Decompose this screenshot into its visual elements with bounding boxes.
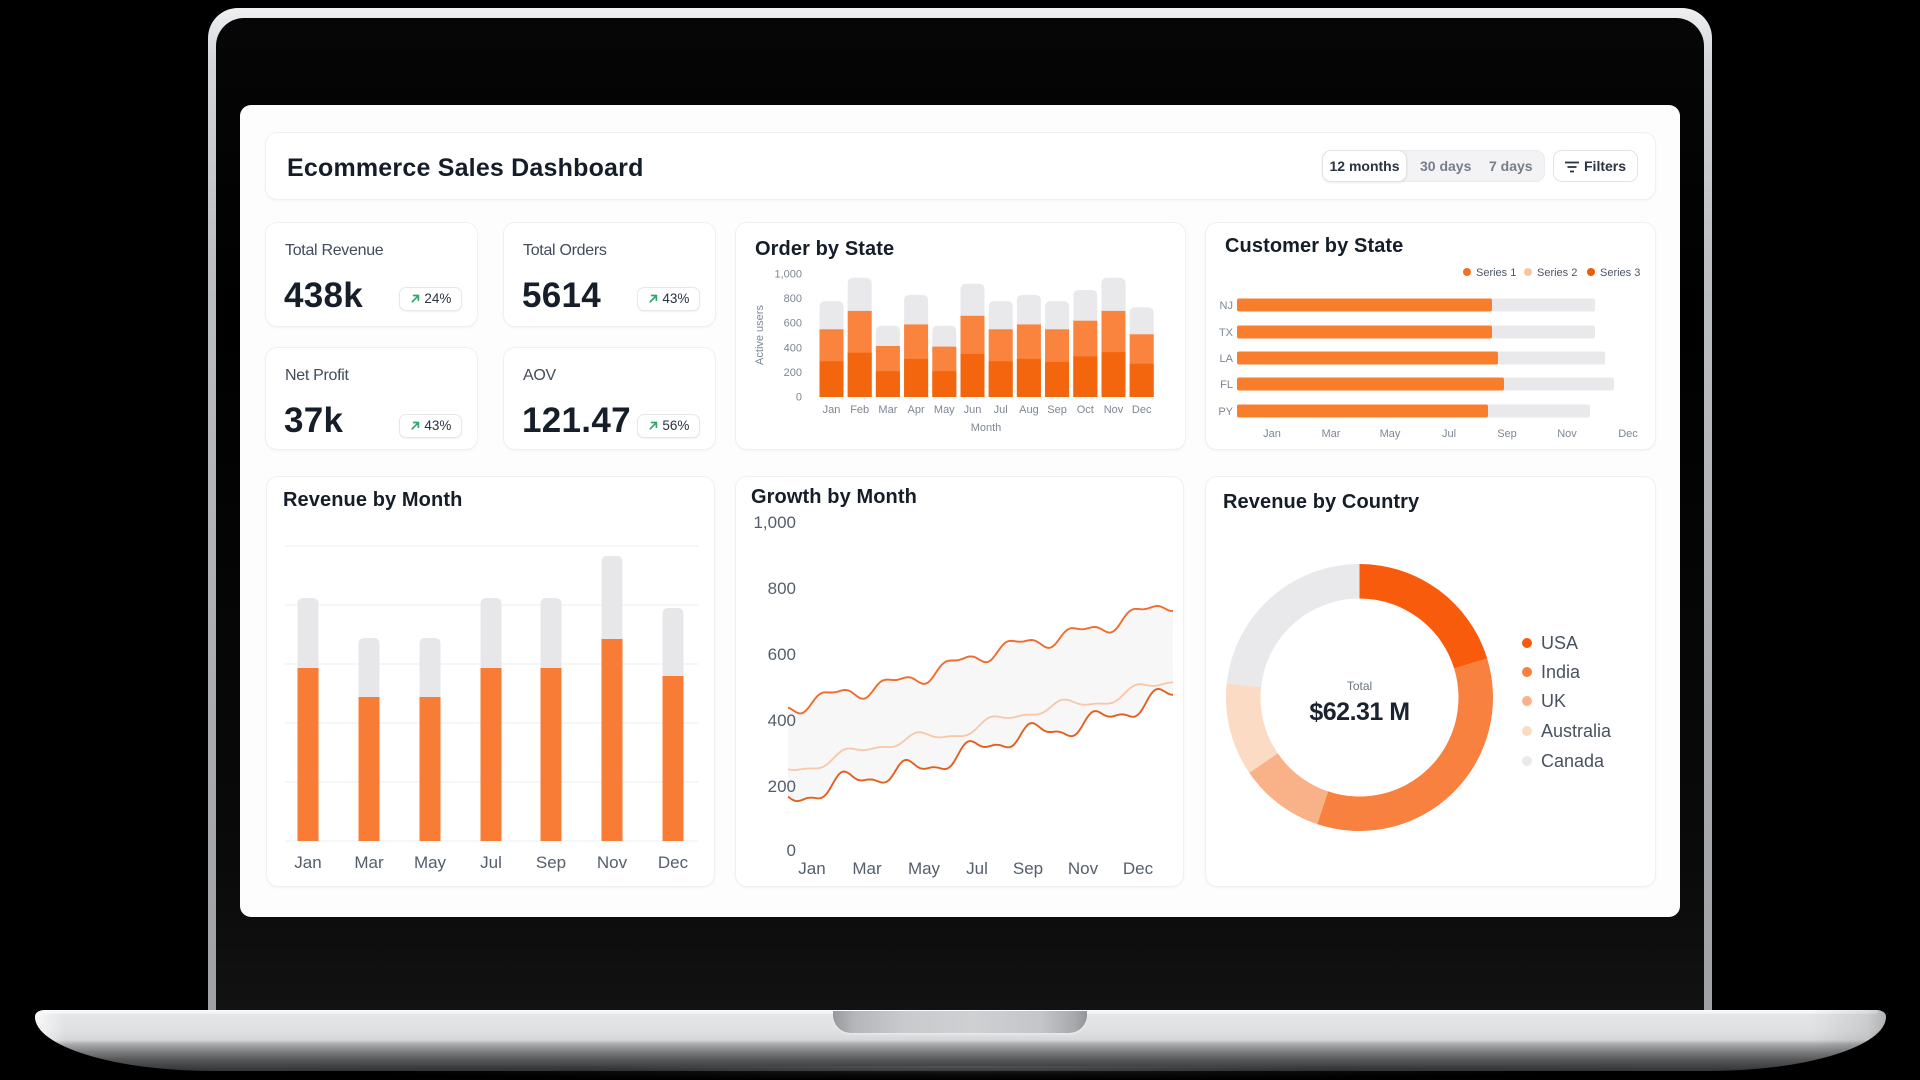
svg-text:Jul: Jul [480, 853, 502, 872]
svg-text:Jan: Jan [798, 859, 825, 878]
svg-text:200: 200 [784, 367, 802, 379]
svg-text:0: 0 [787, 841, 796, 860]
svg-text:Apr: Apr [908, 404, 925, 416]
svg-text:Oct: Oct [1077, 404, 1094, 416]
svg-text:1,000: 1,000 [774, 269, 802, 281]
svg-text:1,000: 1,000 [753, 513, 796, 532]
svg-text:Active users: Active users [754, 305, 766, 365]
svg-text:600: 600 [768, 645, 796, 664]
svg-text:Sep: Sep [1497, 428, 1517, 440]
svg-text:Nov: Nov [1104, 404, 1124, 416]
svg-text:Sep: Sep [536, 853, 566, 872]
svg-text:400: 400 [768, 711, 796, 730]
svg-text:Dec: Dec [1618, 428, 1638, 440]
svg-text:Nov: Nov [597, 853, 628, 872]
svg-text:Mar: Mar [852, 859, 882, 878]
svg-text:Aug: Aug [1019, 404, 1039, 416]
svg-text:400: 400 [784, 342, 802, 354]
svg-text:Jul: Jul [966, 859, 988, 878]
svg-text:Mar: Mar [1322, 428, 1341, 440]
svg-text:Jul: Jul [994, 404, 1008, 416]
svg-text:Series 2: Series 2 [1537, 267, 1577, 279]
svg-text:Nov: Nov [1068, 859, 1099, 878]
svg-text:Jul: Jul [1442, 428, 1456, 440]
svg-text:Month: Month [971, 422, 1002, 434]
svg-text:PY: PY [1218, 406, 1233, 418]
svg-text:Feb: Feb [850, 404, 869, 416]
svg-text:May: May [934, 404, 955, 416]
svg-text:800: 800 [784, 293, 802, 305]
svg-text:Nov: Nov [1557, 428, 1577, 440]
svg-text:200: 200 [768, 777, 796, 796]
svg-text:TX: TX [1219, 327, 1234, 339]
svg-text:May: May [908, 859, 941, 878]
svg-text:$62.31 M: $62.31 M [1309, 698, 1409, 726]
svg-text:May: May [414, 853, 447, 872]
svg-text:Series 3: Series 3 [1600, 267, 1640, 279]
svg-text:Mar: Mar [878, 404, 897, 416]
svg-text:LA: LA [1220, 353, 1234, 365]
svg-text:Jan: Jan [823, 404, 841, 416]
svg-text:Dec: Dec [658, 853, 689, 872]
svg-text:Series 1: Series 1 [1476, 267, 1516, 279]
svg-text:May: May [1380, 428, 1401, 440]
svg-text:Dec: Dec [1132, 404, 1152, 416]
svg-text:800: 800 [768, 579, 796, 598]
svg-text:Jan: Jan [1263, 428, 1281, 440]
svg-text:Dec: Dec [1123, 859, 1154, 878]
svg-text:Sep: Sep [1013, 859, 1043, 878]
svg-text:Jun: Jun [964, 404, 982, 416]
svg-text:600: 600 [784, 318, 802, 330]
svg-text:NJ: NJ [1220, 300, 1233, 312]
svg-text:FL: FL [1220, 379, 1233, 391]
svg-text:0: 0 [796, 392, 802, 404]
svg-text:Mar: Mar [354, 853, 384, 872]
svg-text:Sep: Sep [1047, 404, 1067, 416]
svg-text:Jan: Jan [294, 853, 321, 872]
svg-text:Total: Total [1347, 679, 1372, 693]
